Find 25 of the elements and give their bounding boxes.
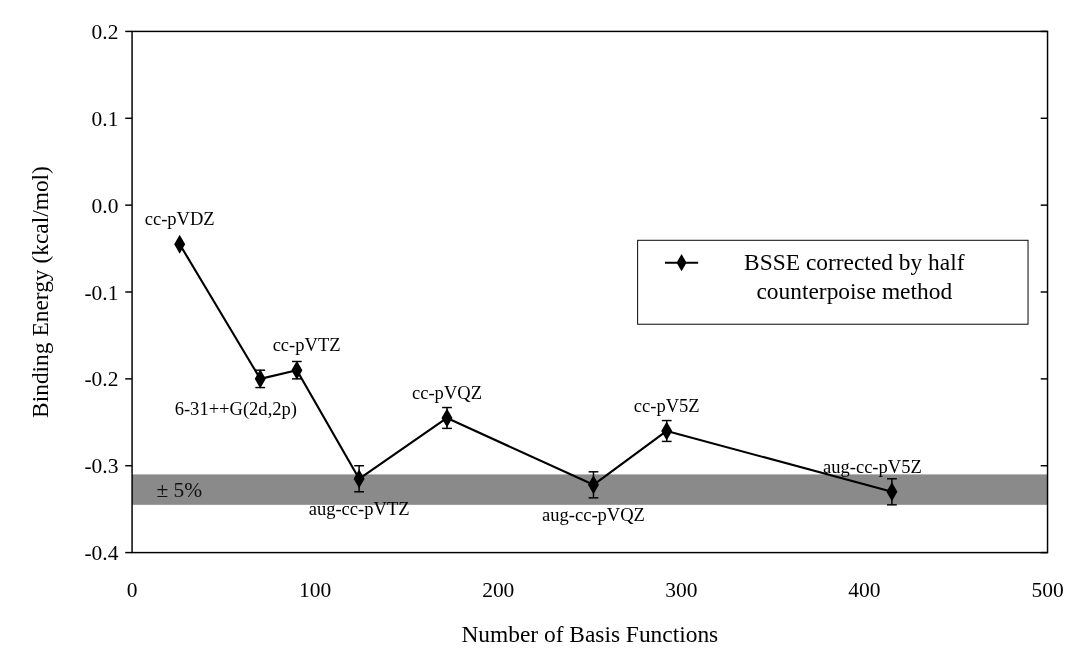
annotation: cc-pVTZ xyxy=(272,334,341,356)
y-tick-label: -0.4 xyxy=(84,541,119,566)
annotation: aug-cc-pV5Z xyxy=(823,455,922,477)
x-tick-label: 200 xyxy=(482,578,515,603)
annotation: 6-31++G(2d,2p) xyxy=(174,397,297,420)
y-tick-label: 0.0 xyxy=(91,193,119,218)
legend-label: BSSE corrected by half counterpoise method xyxy=(744,248,965,304)
y-tick-label: -0.2 xyxy=(84,367,119,392)
y-axis-title: Binding Energy (kcal/mol) xyxy=(27,166,54,418)
annotation: cc-pVQZ xyxy=(412,382,482,404)
annotation: cc-pV5Z xyxy=(633,395,700,417)
y-tick-label: 0.2 xyxy=(91,19,119,44)
x-tick-label: 100 xyxy=(299,578,332,603)
x-tick-label: 400 xyxy=(848,578,881,603)
annotation: aug-cc-pVTZ xyxy=(308,497,410,519)
annotation: aug-cc-pVQZ xyxy=(542,503,645,525)
x-tick-label: 500 xyxy=(1031,578,1064,603)
x-axis-title: Number of Basis Functions xyxy=(461,621,719,648)
x-tick-label: 300 xyxy=(665,578,698,603)
y-tick-label: 0.1 xyxy=(91,106,119,131)
x-tick-label: 0 xyxy=(126,578,138,603)
y-tick-label: -0.3 xyxy=(84,454,119,479)
band-label: ± 5% xyxy=(156,478,203,503)
annotation: cc-pVDZ xyxy=(144,208,215,230)
y-tick-label: -0.1 xyxy=(84,280,119,305)
